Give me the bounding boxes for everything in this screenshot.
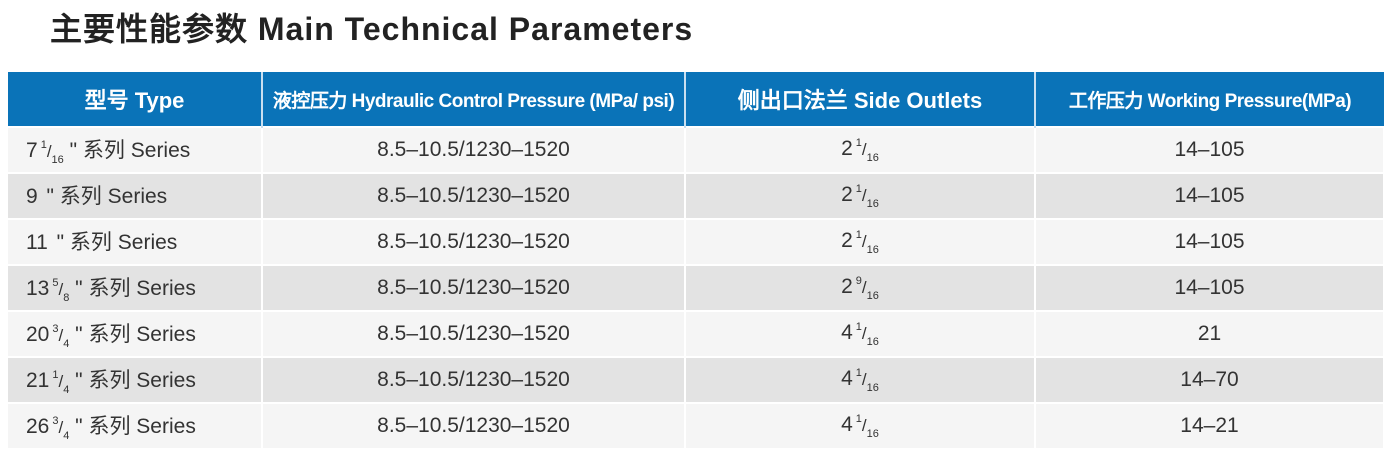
cell-type: 26 3/4 " 系列 Series <box>8 402 263 448</box>
cell-side-outlet: 2 9/16 <box>685 264 1036 311</box>
cell-control-pressure: 8.5–10.5/1230–1520 <box>262 264 686 311</box>
fraction-numerator: 1 <box>855 136 862 149</box>
fraction-denominator: 4 <box>63 384 70 396</box>
fraction-numerator: 1 <box>855 412 862 425</box>
fraction-slash: / <box>861 323 867 343</box>
fraction-numerator: 1 <box>40 139 47 151</box>
fraction-denominator: 4 <box>63 338 70 350</box>
fraction-slash: / <box>58 280 64 299</box>
whole-number: 2 <box>841 228 853 252</box>
fraction-denominator: 16 <box>866 381 879 394</box>
cell-side-outlet: 4 1/16 <box>685 402 1036 448</box>
whole-number: 13 <box>26 277 50 300</box>
cell-control-pressure: 8.5–10.5/1230–1520 <box>262 172 686 219</box>
whole-number: 2 <box>841 182 853 206</box>
fraction-numerator: 9 <box>855 274 862 287</box>
whole-number: 7 <box>26 139 38 162</box>
cell-working-pressure: 14–105 <box>1035 218 1385 265</box>
cell-control-pressure: 8.5–10.5/1230–1520 <box>262 402 686 448</box>
fraction-slash: / <box>861 369 867 389</box>
fraction-denominator: 16 <box>866 335 879 348</box>
fraction-numerator: 3 <box>52 415 59 427</box>
cell-working-pressure: 14–105 <box>1035 126 1385 173</box>
fraction-slash: / <box>861 231 867 251</box>
fraction-numerator: 1 <box>52 369 59 381</box>
header-type: 型号 Type <box>8 72 263 127</box>
table-row: 26 3/4 " 系列 Series 8.5–10.5/1230–1520 4 1/16… <box>8 402 1385 448</box>
fraction-denominator: 16 <box>866 427 879 440</box>
fraction-slash: / <box>861 277 867 297</box>
type-suffix: " 系列 Series <box>69 323 196 346</box>
cell-type: 9 " 系列 Series <box>8 172 263 219</box>
page-title: 主要性能参数 Main Technical Parameters <box>50 11 694 47</box>
cell-type: 20 3/4 " 系列 Series <box>8 310 263 357</box>
fraction-slash: / <box>46 142 52 161</box>
table-row: 9 " 系列 Series 8.5–10.5/1230–1520 2 1/16 14–1… <box>8 172 1385 219</box>
cell-type: 21 1/4 " 系列 Series <box>8 356 263 403</box>
whole-number: 4 <box>841 366 853 390</box>
table-row: 21 1/4 " 系列 Series 8.5–10.5/1230–1520 4 1/16… <box>8 356 1385 403</box>
header-control-pressure: 液控压力 Hydraulic Control Pressure (MPa/ ps… <box>262 72 686 127</box>
parameters-table: 型号 Type 液控压力 Hydraulic Control Pressure … <box>8 72 1385 448</box>
whole-number: 2 <box>841 136 853 160</box>
cell-side-outlet: 4 1/16 <box>685 310 1036 357</box>
cell-working-pressure: 14–21 <box>1035 402 1385 448</box>
whole-number: 11 <box>26 231 48 254</box>
fraction-slash: / <box>58 418 64 437</box>
type-suffix: " 系列 Series <box>69 415 196 438</box>
cell-type: 7 1/16 " 系列 Series <box>8 126 263 173</box>
cell-working-pressure: 21 <box>1035 310 1385 357</box>
fraction-denominator: 16 <box>866 243 879 256</box>
cell-working-pressure: 14–105 <box>1035 264 1385 311</box>
fraction-slash: / <box>58 372 64 391</box>
type-suffix: " 系列 Series <box>69 277 196 300</box>
table-row: 11 " 系列 Series 8.5–10.5/1230–1520 2 1/16 14–… <box>8 218 1385 265</box>
fraction-numerator: 1 <box>855 182 862 195</box>
header-working-pressure: 工作压力 Working Pressure(MPa) <box>1035 72 1384 127</box>
type-suffix: " 系列 Series <box>40 185 168 208</box>
fraction-slash: / <box>58 326 64 345</box>
fraction-denominator: 16 <box>866 151 879 164</box>
header-side-outlets: 侧出口法兰 Side Outlets <box>685 72 1036 127</box>
cell-working-pressure: 14–70 <box>1035 356 1385 403</box>
fraction-slash: / <box>861 185 867 205</box>
table-row: 20 3/4 " 系列 Series 8.5–10.5/1230–1520 4 1/16… <box>8 310 1385 357</box>
cell-type: 13 5/8 " 系列 Series <box>8 264 263 311</box>
cell-working-pressure: 14–105 <box>1035 172 1385 219</box>
whole-number: 2 <box>841 274 853 298</box>
table-header-row: 型号 Type 液控压力 Hydraulic Control Pressure … <box>8 72 1384 127</box>
cell-side-outlet: 2 1/16 <box>685 172 1036 219</box>
fraction-denominator: 8 <box>63 292 70 304</box>
fraction-slash: / <box>861 139 867 159</box>
fraction-numerator: 3 <box>52 323 59 335</box>
fraction-numerator: 1 <box>855 320 862 333</box>
whole-number: 9 <box>26 185 38 208</box>
whole-number: 26 <box>26 415 50 438</box>
whole-number: 20 <box>26 323 50 346</box>
cell-type: 11 " 系列 Series <box>8 218 263 265</box>
fraction-denominator: 16 <box>866 197 879 210</box>
fraction-numerator: 5 <box>52 277 59 289</box>
type-suffix: " 系列 Series <box>63 139 191 162</box>
whole-number: 21 <box>26 369 50 392</box>
fraction-denominator: 16 <box>866 289 879 302</box>
type-suffix: " 系列 Series <box>50 231 178 254</box>
cell-control-pressure: 8.5–10.5/1230–1520 <box>262 356 686 403</box>
whole-number: 4 <box>841 412 853 436</box>
fraction-slash: / <box>861 415 867 435</box>
whole-number: 4 <box>841 320 853 344</box>
type-suffix: " 系列 Series <box>69 369 196 392</box>
fraction-denominator: 4 <box>63 430 70 442</box>
table-row: 7 1/16 " 系列 Series 8.5–10.5/1230–1520 2 1/16… <box>8 126 1385 173</box>
fraction-denominator: 16 <box>51 154 64 166</box>
cell-control-pressure: 8.5–10.5/1230–1520 <box>262 218 686 265</box>
cell-side-outlet: 2 1/16 <box>685 218 1036 265</box>
cell-control-pressure: 8.5–10.5/1230–1520 <box>262 310 686 357</box>
cell-side-outlet: 2 1/16 <box>685 126 1036 173</box>
fraction-numerator: 1 <box>855 228 862 241</box>
cell-control-pressure: 8.5–10.5/1230–1520 <box>262 126 686 173</box>
table-row: 13 5/8 " 系列 Series 8.5–10.5/1230–1520 2 9/16… <box>8 264 1385 311</box>
cell-side-outlet: 4 1/16 <box>685 356 1036 403</box>
fraction-numerator: 1 <box>855 366 862 379</box>
